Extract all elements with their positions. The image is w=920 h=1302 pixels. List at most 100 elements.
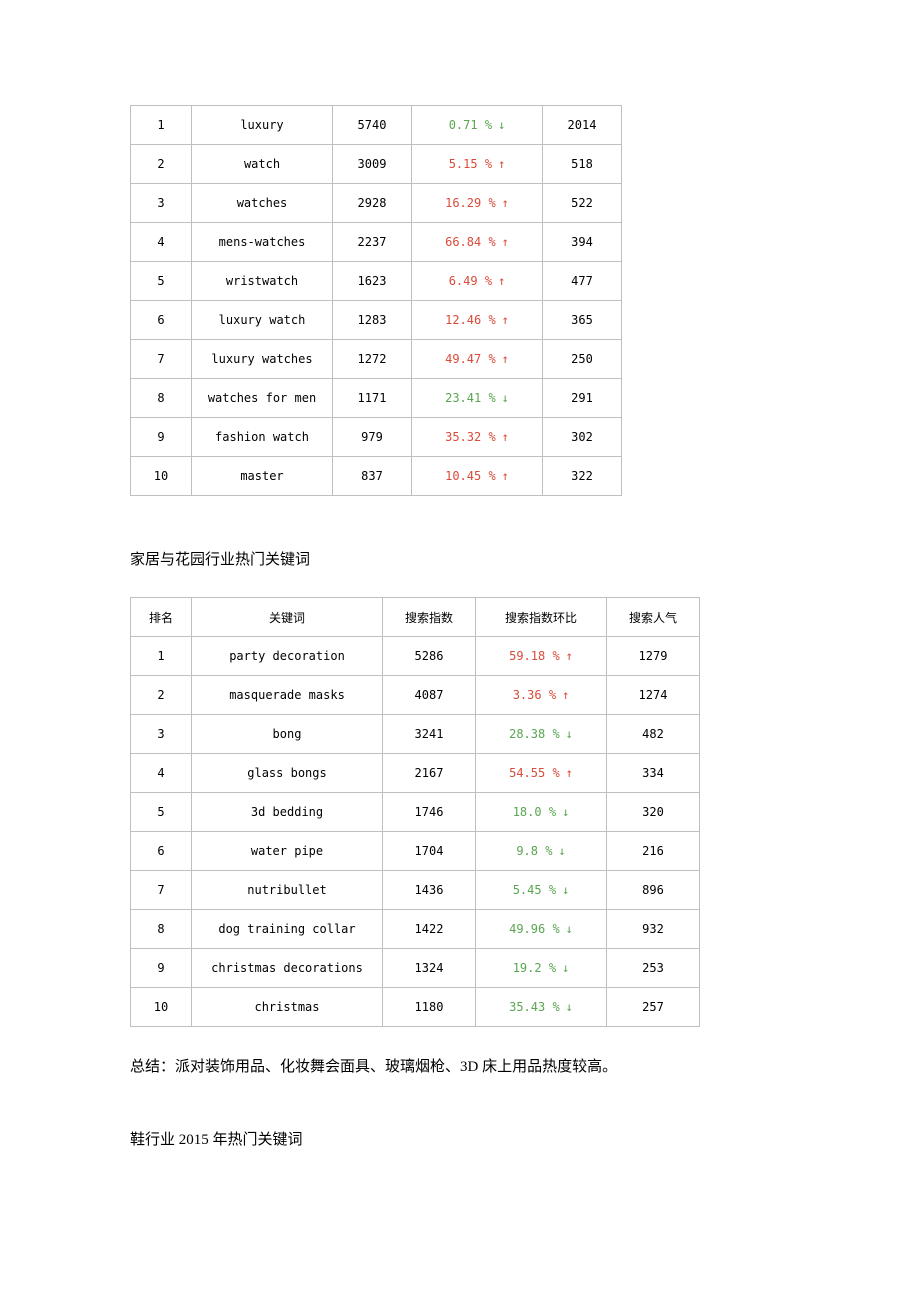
homegarden-tbody: 1party decoration528659.18 %↑12792masque… [131, 637, 700, 1027]
pct-value: 16.29 % [445, 196, 496, 210]
table-row: 7nutribullet14365.45 %↓896 [131, 871, 700, 910]
table-cell: watches [192, 184, 333, 223]
table-row: 9christmas decorations132419.2 %↓253 [131, 949, 700, 988]
pct-value: 5.15 % [449, 157, 492, 171]
pct-cell: 16.29 %↑ [412, 184, 543, 223]
table-cell: 4 [131, 754, 192, 793]
table-row: 7luxury watches127249.47 %↑250 [131, 340, 622, 379]
table-row: 2watch30095.15 %↑518 [131, 145, 622, 184]
table-cell: 1171 [333, 379, 412, 418]
table-cell: 522 [543, 184, 622, 223]
table-cell: 6 [131, 832, 192, 871]
table-cell: 6 [131, 301, 192, 340]
table-cell: 4 [131, 223, 192, 262]
table-cell: nutribullet [192, 871, 383, 910]
homegarden-title: 家居与花园行业热门关键词 [130, 548, 790, 569]
table-cell: 216 [607, 832, 700, 871]
pct-cell: 19.2 % ↓ [476, 949, 607, 988]
pct-value: 12.46 % [445, 313, 496, 327]
table-cell: 2014 [543, 106, 622, 145]
pct-value: 59.18 % [509, 649, 560, 663]
table-row: 6luxury watch1283 12.46 % ↑ 365 [131, 301, 622, 340]
table-cell: 1422 [383, 910, 476, 949]
pct-cell: 5.15 %↑ [412, 145, 543, 184]
pct-value: 49.47 % [445, 352, 496, 366]
table-row: 10christmas118035.43 %↓257 [131, 988, 700, 1027]
table-cell: water pipe [192, 832, 383, 871]
pct-value: 19.2 % [513, 961, 556, 975]
pct-cell: 35.43 % ↓ [476, 988, 607, 1027]
pct-cell: 18.0 %↓ [476, 793, 607, 832]
pct-value: 10.45 % [445, 469, 496, 483]
table-cell: 979 [333, 418, 412, 457]
table-cell: 1436 [383, 871, 476, 910]
table-cell: 365 [543, 301, 622, 340]
table-row: 8watches for men117123.41 %↓291 [131, 379, 622, 418]
table-cell: 2928 [333, 184, 412, 223]
summary-text: 总结：派对装饰用品、化妆舞会面具、玻璃烟枪、3D 床上用品热度较高。 [130, 1055, 790, 1076]
table-cell: 7 [131, 871, 192, 910]
table-cell: christmas decorations [192, 949, 383, 988]
table-cell: 2 [131, 145, 192, 184]
arrow-up-icon: ↑ [502, 352, 509, 366]
table-cell: 8 [131, 910, 192, 949]
table-cell: 2 [131, 676, 192, 715]
table-cell: 3d bedding [192, 793, 383, 832]
pct-cell: 3.36 % ↑ [476, 676, 607, 715]
table-cell: 9 [131, 418, 192, 457]
table-row: 4glass bongs216754.55 %↑334 [131, 754, 700, 793]
table-cell: 334 [607, 754, 700, 793]
arrow-down-icon: ↓ [498, 118, 505, 132]
table-cell: luxury watch [192, 301, 333, 340]
table-cell: 1746 [383, 793, 476, 832]
watches-tbody: 1luxury57400.71 %↓20142watch30095.15 %↑5… [131, 106, 622, 496]
table-cell: 482 [607, 715, 700, 754]
pct-value: 23.41 % [445, 391, 496, 405]
pct-cell: 35.32 %↑ [412, 418, 543, 457]
table-cell: 257 [607, 988, 700, 1027]
table-cell: christmas [192, 988, 383, 1027]
table-cell: 1180 [383, 988, 476, 1027]
arrow-down-icon: ↓ [562, 961, 569, 975]
table-cell: 5 [131, 262, 192, 301]
pct-value: 49.96 % [509, 922, 560, 936]
table-cell: wristwatch [192, 262, 333, 301]
table-cell: 2237 [333, 223, 412, 262]
table-row: 9fashion watch97935.32 %↑302 [131, 418, 622, 457]
table-cell: bong [192, 715, 383, 754]
table-cell: 3 [131, 184, 192, 223]
pct-value: 54.55 % [509, 766, 560, 780]
table-cell: watches for men [192, 379, 333, 418]
table-cell: 1 [131, 637, 192, 676]
pct-value: 3.36 % [513, 688, 556, 702]
col-pop: 搜索人气 [607, 598, 700, 637]
table-cell: 5 [131, 793, 192, 832]
table-cell: fashion watch [192, 418, 333, 457]
table-cell: 8 [131, 379, 192, 418]
table-row: 1luxury57400.71 %↓2014 [131, 106, 622, 145]
table-cell: 1 [131, 106, 192, 145]
table-header-row: 排名 关键词 搜索指数 搜索指数环比 搜索人气 [131, 598, 700, 637]
table-cell: 4087 [383, 676, 476, 715]
col-index: 搜索指数 [383, 598, 476, 637]
table-cell: 5740 [333, 106, 412, 145]
arrow-down-icon: ↓ [566, 922, 573, 936]
table-cell: 1283 [333, 301, 412, 340]
pct-value: 5.45 % [513, 883, 556, 897]
table-cell: 5286 [383, 637, 476, 676]
table-cell: 394 [543, 223, 622, 262]
pct-value: 35.43 % [509, 1000, 560, 1014]
table-cell: 896 [607, 871, 700, 910]
table-cell: 250 [543, 340, 622, 379]
table-cell: luxury watches [192, 340, 333, 379]
arrow-up-icon: ↑ [562, 688, 569, 702]
arrow-up-icon: ↑ [566, 766, 573, 780]
pct-cell: 9.8 %↓ [476, 832, 607, 871]
table-cell: 932 [607, 910, 700, 949]
pct-cell: 0.71 %↓ [412, 106, 543, 145]
table-cell: 291 [543, 379, 622, 418]
arrow-up-icon: ↑ [502, 313, 509, 327]
arrow-down-icon: ↓ [566, 1000, 573, 1014]
table-cell: 1274 [607, 676, 700, 715]
table-row: 53d bedding174618.0 %↓320 [131, 793, 700, 832]
